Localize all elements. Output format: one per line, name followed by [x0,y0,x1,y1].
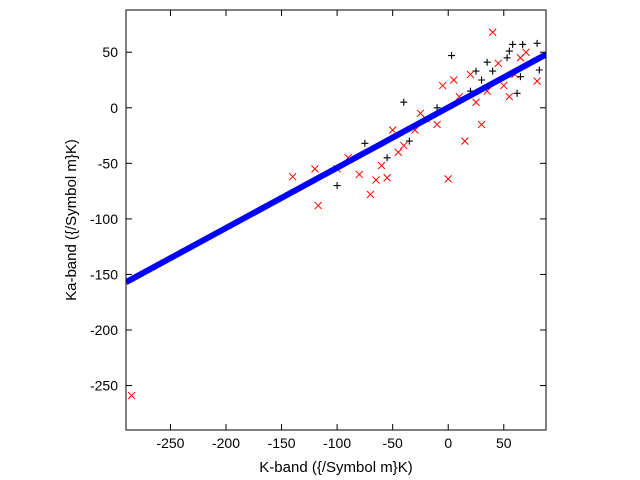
data-point-plus [503,54,511,62]
data-point-x [288,172,297,181]
data-point-x [444,175,453,183]
y-tick-label: -250 [90,378,118,394]
y-axis-label: Ka-band ({/Symbol m}K) [63,139,80,301]
x-axis-label: K-band ({/Symbol m}K) [259,459,412,476]
data-point-x [466,70,475,79]
x-tick-label: 0 [444,435,452,451]
series-1 [127,28,541,400]
y-tick-label: 50 [102,44,118,60]
data-point-x [377,161,386,170]
data-point-x [383,173,391,182]
x-tick-label: -100 [323,435,351,451]
data-point-plus [361,139,369,147]
data-point-x [499,81,508,90]
y-tick-label: -200 [90,322,118,338]
data-point-x [416,109,425,118]
data-point-x [505,92,514,101]
data-point-x [399,141,408,150]
data-point-plus [516,73,524,81]
data-point-plus [489,67,497,75]
y-tick-label: -100 [90,211,118,227]
x-tick-label: -250 [156,435,184,451]
data-point-plus [535,66,543,74]
data-point-plus [400,98,408,106]
data-point-x [127,391,136,400]
data-point-plus [483,58,491,66]
y-tick-label: 0 [110,100,118,116]
x-tick-label: -150 [268,435,296,451]
data-point-plus [505,47,513,55]
data-point-x [472,98,480,107]
data-point-x [433,120,441,129]
data-point-plus [513,89,521,97]
data-point-x [477,120,486,129]
x-tick-label: -200 [212,435,240,451]
data-point-x [438,81,447,90]
data-point-x [314,201,323,210]
data-point-x [533,77,541,85]
data-point-x [494,59,503,68]
plot-area-frame [125,9,547,431]
data-point-x [488,28,497,37]
data-point-x [388,126,397,134]
data-point-x [366,190,375,199]
fit-line [126,51,546,285]
axis-ticks: -250 -200 -150 -100 -50 0 50 -250 -200 -150 -100 -5… [90,10,546,451]
data-point-plus [333,182,341,190]
y-tick-label: -150 [90,266,118,282]
data-point-x [355,170,364,179]
data-point-plus [519,40,527,48]
data-point-plus [478,76,486,84]
data-point-plus [448,52,456,60]
data-point-plus [383,154,391,162]
data-point-x [516,53,525,62]
data-point-plus [405,137,413,145]
data-point-plus [533,39,541,47]
plot-marks [126,28,546,400]
data-point-x [449,76,458,84]
data-point-plus [509,40,517,48]
x-tick-label: -50 [383,435,403,451]
clipped-marks [126,28,546,400]
x-tick-label: 50 [496,435,512,451]
data-point-x [394,148,403,157]
data-point-x [461,137,469,145]
data-point-x [311,165,319,173]
data-point-x [372,176,380,184]
y-tick-label: -50 [98,155,118,171]
